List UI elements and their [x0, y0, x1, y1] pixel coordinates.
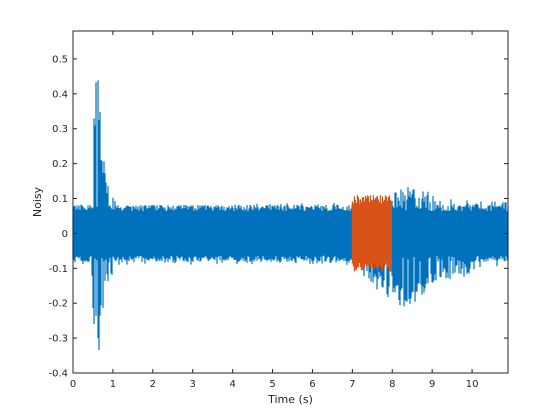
y-tick-label: 0.5: [52, 54, 68, 65]
axis-ticks: 0 1 2 3 4 5 6 7 8 9 10 -0.4 -0.3 -0.2 -0.1 0 0.1 0.2 0.3 0.…: [48, 31, 508, 390]
x-tick-label: 6: [309, 379, 315, 390]
y-tick-label: 0.1: [52, 194, 68, 205]
y-tick-label: 0.4: [52, 89, 68, 100]
x-tick-label: 2: [150, 379, 156, 390]
y-tick-label: 0.2: [52, 159, 68, 170]
y-tick-label: 0: [62, 229, 68, 240]
y-tick-label: -0.2: [48, 299, 68, 310]
y-tick-label: -0.1: [48, 264, 68, 275]
x-tick-label: 3: [190, 379, 196, 390]
axes-box: [72, 30, 509, 374]
x-tick-label: 9: [429, 379, 435, 390]
x-tick-label: 5: [269, 379, 275, 390]
y-tick-label: 0.3: [52, 124, 68, 135]
x-tick-label: 7: [349, 379, 355, 390]
orange-highlight-series: [351, 195, 392, 272]
x-tick-label: 0: [70, 379, 76, 390]
y-tick-label: -0.3: [48, 334, 68, 345]
y-tick-label: -0.4: [48, 369, 68, 380]
x-tick-label: 10: [466, 379, 479, 390]
x-axis-label: Time (s): [267, 393, 313, 406]
plot-area: [72, 80, 509, 350]
x-tick-label: 8: [389, 379, 395, 390]
y-axis-label: Noisy: [31, 186, 44, 217]
x-tick-label: 4: [229, 379, 235, 390]
x-tick-label: 1: [110, 379, 116, 390]
blue-signal-series: [72, 80, 509, 350]
